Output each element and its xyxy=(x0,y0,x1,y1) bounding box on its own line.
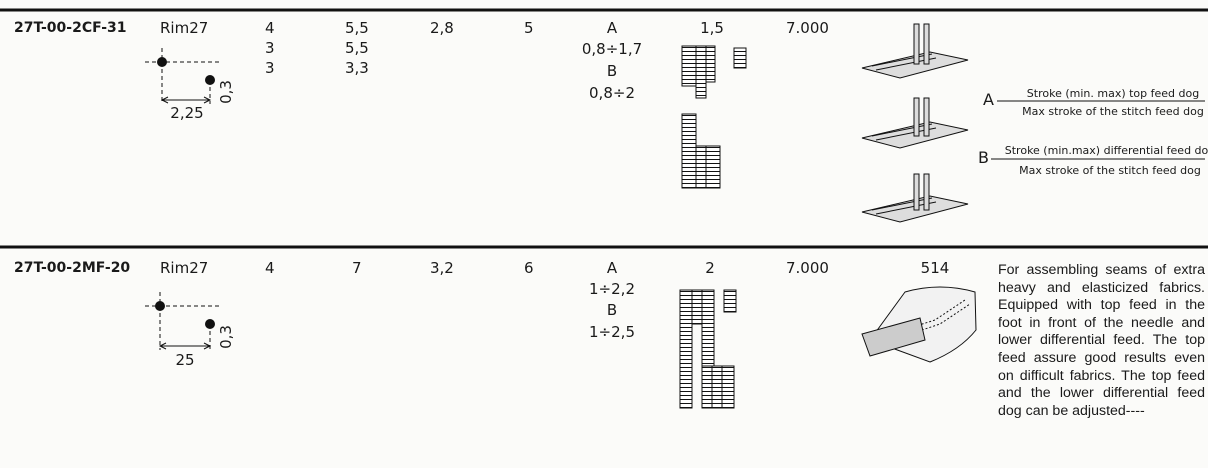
legend-top: Stroke (min.max) differential feed dog xyxy=(1004,144,1208,157)
feed: 1÷2,2 xyxy=(589,280,635,298)
col5: 3,2 xyxy=(430,259,454,277)
model: Rim27 xyxy=(160,259,209,277)
legend-letter: A xyxy=(983,90,994,109)
col4: 3,3 xyxy=(345,59,369,77)
stitch-grid xyxy=(681,45,747,189)
dot xyxy=(205,75,215,85)
model: Rim27 xyxy=(160,19,209,37)
col3: 3 xyxy=(265,59,275,77)
legend-bottom: Max stroke of the stitch feed dog xyxy=(1022,105,1204,118)
code: 27T-00-2CF-31 xyxy=(14,20,127,36)
feed: 0,8÷2 xyxy=(589,84,635,102)
col8: 1,5 xyxy=(700,19,724,37)
dot xyxy=(205,319,215,329)
dot xyxy=(155,301,165,311)
col9: 7.000 xyxy=(786,259,829,277)
legend-letter: B xyxy=(978,148,989,167)
feed-sketch xyxy=(861,23,969,223)
col5: 2,8 xyxy=(430,19,454,37)
dim-sketch xyxy=(145,292,222,350)
legend-top: Stroke (min. max) top feed dog xyxy=(1026,87,1200,100)
col8: 2 xyxy=(705,259,715,277)
stitch-type: 514 xyxy=(920,259,950,277)
feed: A xyxy=(606,259,618,277)
col3: 4 xyxy=(265,19,275,37)
feed: B xyxy=(606,62,618,80)
stitch-grid xyxy=(679,289,737,409)
feed: 0,8÷1,7 xyxy=(581,40,643,58)
legend-bottom: Max stroke of the stitch feed dog xyxy=(1019,164,1201,177)
col4: 7 xyxy=(352,259,362,277)
col6: 6 xyxy=(524,259,534,277)
feed: 1÷2,5 xyxy=(589,323,635,341)
dim-label: 0,3 xyxy=(216,325,235,349)
col4: 5,5 xyxy=(345,39,369,57)
col3: 3 xyxy=(265,39,275,57)
col6: 5 xyxy=(524,19,534,37)
description: For assembling seams of extra heavy and … xyxy=(998,262,1205,419)
col3: 4 xyxy=(265,259,275,277)
dim-label: 25 xyxy=(175,351,195,369)
col4: 5,5 xyxy=(345,19,369,37)
dim-label: 2,25 xyxy=(170,104,204,122)
stitch-sketch xyxy=(861,286,977,363)
feed: B xyxy=(606,301,618,319)
feed: A xyxy=(606,19,618,37)
dim-sketch xyxy=(145,48,222,104)
col9: 7.000 xyxy=(786,19,829,37)
dot xyxy=(157,57,167,67)
dim-label: 0,3 xyxy=(216,80,235,104)
code: 27T-00-2MF-20 xyxy=(14,260,131,276)
